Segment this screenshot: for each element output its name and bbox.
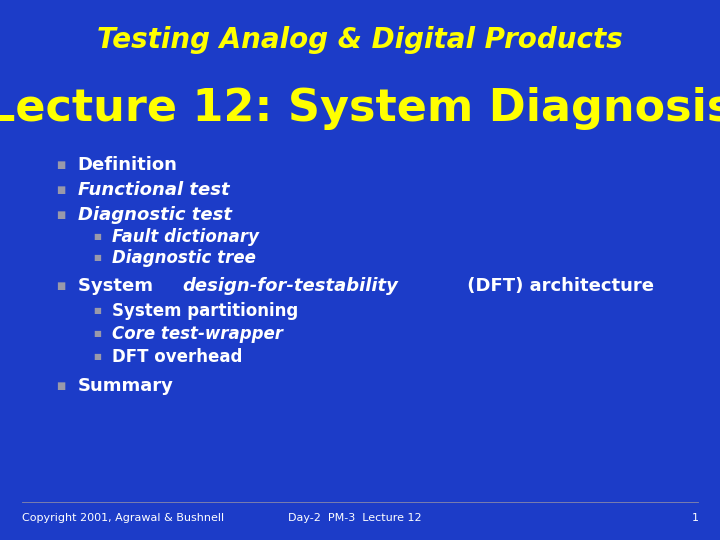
Text: Lecture 12: System Diagnosis: Lecture 12: System Diagnosis	[0, 86, 720, 130]
Text: ■: ■	[94, 306, 101, 315]
Text: Day-2  PM-3  Lecture 12: Day-2 PM-3 Lecture 12	[288, 514, 422, 523]
Text: ■: ■	[57, 281, 66, 291]
Text: 1: 1	[691, 514, 698, 523]
Text: ■: ■	[94, 232, 101, 241]
Text: (DFT) architecture: (DFT) architecture	[461, 277, 654, 295]
Text: Summary: Summary	[78, 377, 174, 395]
Text: ■: ■	[94, 353, 101, 361]
Text: design-for-testability: design-for-testability	[183, 277, 398, 295]
Text: Functional test: Functional test	[78, 181, 230, 199]
Text: Core test-wrapper: Core test-wrapper	[112, 325, 283, 343]
Text: System: System	[78, 277, 159, 295]
Text: Fault dictionary: Fault dictionary	[112, 227, 258, 246]
Text: ■: ■	[57, 211, 66, 220]
Text: ■: ■	[94, 329, 101, 338]
Text: ■: ■	[57, 160, 66, 170]
Text: Diagnostic tree: Diagnostic tree	[112, 248, 256, 267]
Text: Copyright 2001, Agrawal & Bushnell: Copyright 2001, Agrawal & Bushnell	[22, 514, 224, 523]
Text: Definition: Definition	[78, 156, 178, 174]
Text: DFT overhead: DFT overhead	[112, 348, 242, 366]
Text: ■: ■	[57, 185, 66, 195]
Text: ■: ■	[94, 253, 101, 262]
Text: System partitioning: System partitioning	[112, 301, 298, 320]
Text: ■: ■	[57, 381, 66, 391]
Text: Diagnostic test: Diagnostic test	[78, 206, 232, 225]
Text: Testing Analog & Digital Products: Testing Analog & Digital Products	[97, 26, 623, 55]
